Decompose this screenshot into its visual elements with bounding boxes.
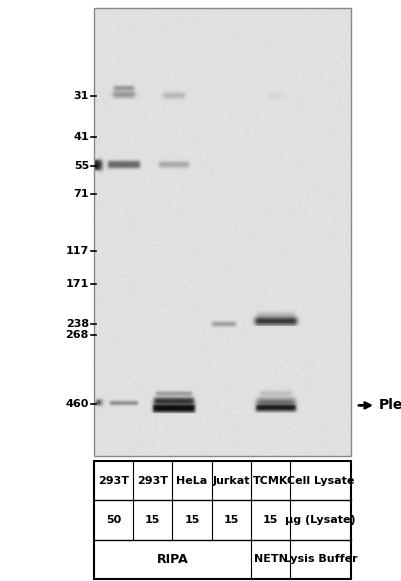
Text: Lysis Buffer: Lysis Buffer (283, 554, 356, 564)
Text: RIPA: RIPA (156, 553, 188, 566)
Text: 15: 15 (262, 515, 277, 525)
Text: Plectin: Plectin (378, 399, 401, 413)
Text: 293T: 293T (137, 476, 168, 486)
Text: NETN: NETN (253, 554, 287, 564)
Text: HeLa: HeLa (176, 476, 207, 486)
Text: 31: 31 (73, 91, 89, 101)
Bar (94, 461, 350, 579)
Text: 55: 55 (73, 161, 89, 171)
Text: 71: 71 (73, 189, 89, 199)
Text: 15: 15 (223, 515, 239, 525)
Text: 15: 15 (184, 515, 199, 525)
Bar (94, 8, 350, 456)
Text: 171: 171 (66, 279, 89, 289)
Text: 15: 15 (145, 515, 160, 525)
Text: 293T: 293T (98, 476, 129, 486)
Text: Jurkat: Jurkat (212, 476, 249, 486)
Text: 41: 41 (73, 131, 89, 142)
Text: 268: 268 (65, 330, 89, 340)
Text: 460: 460 (65, 399, 89, 408)
Text: 50: 50 (106, 515, 121, 525)
Text: 238: 238 (66, 320, 89, 329)
Text: Cell Lysate: Cell Lysate (286, 476, 353, 486)
Text: 117: 117 (66, 246, 89, 256)
Text: μg (Lysate): μg (Lysate) (285, 515, 355, 525)
Text: TCMK: TCMK (252, 476, 288, 486)
